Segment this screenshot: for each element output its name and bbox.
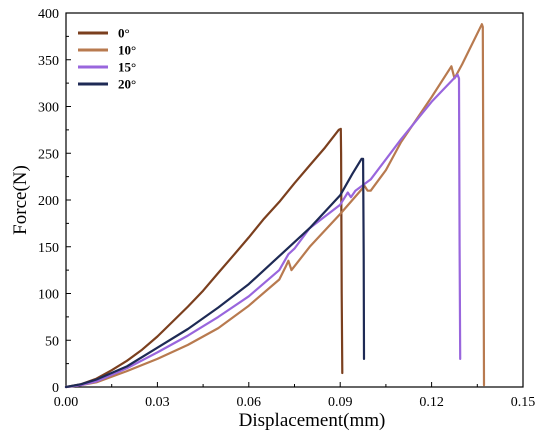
y-axis-title: Force(N) [10,165,31,235]
y-tick-label: 0 [52,381,59,396]
x-tick-label: 0.15 [511,395,536,410]
legend-label: 0° [118,26,130,41]
series-line-2 [64,23,486,389]
legend: 0° 10° 15° 20° [78,26,136,92]
y-tick-label: 400 [38,7,59,22]
series-line-1 [64,127,344,389]
series-line-3 [64,73,462,389]
y-tick-label: 50 [45,334,59,349]
x-axis-ticks: 0.00 0.03 0.06 0.09 0.12 0.15 [54,382,536,410]
x-tick-label: 0.03 [145,395,170,410]
y-tick-label: 100 [38,288,59,303]
x-tick-label: 0.00 [54,395,79,410]
y-tick-label: 150 [38,241,59,256]
y-tick-label: 250 [38,147,59,162]
x-tick-label: 0.09 [328,395,353,410]
x-tick-label: 0.12 [419,395,444,410]
y-tick-label: 200 [38,194,59,209]
series-line-4 [64,157,366,389]
y-tick-label: 300 [38,101,59,116]
legend-label: 20° [118,77,136,92]
x-tick-label: 0.06 [237,395,262,410]
y-tick-label: 350 [38,54,59,69]
series-layer [64,23,486,389]
x-axis-title: Displacement(mm) [239,410,386,431]
legend-label: 15° [118,60,136,75]
legend-label: 10° [118,43,136,58]
